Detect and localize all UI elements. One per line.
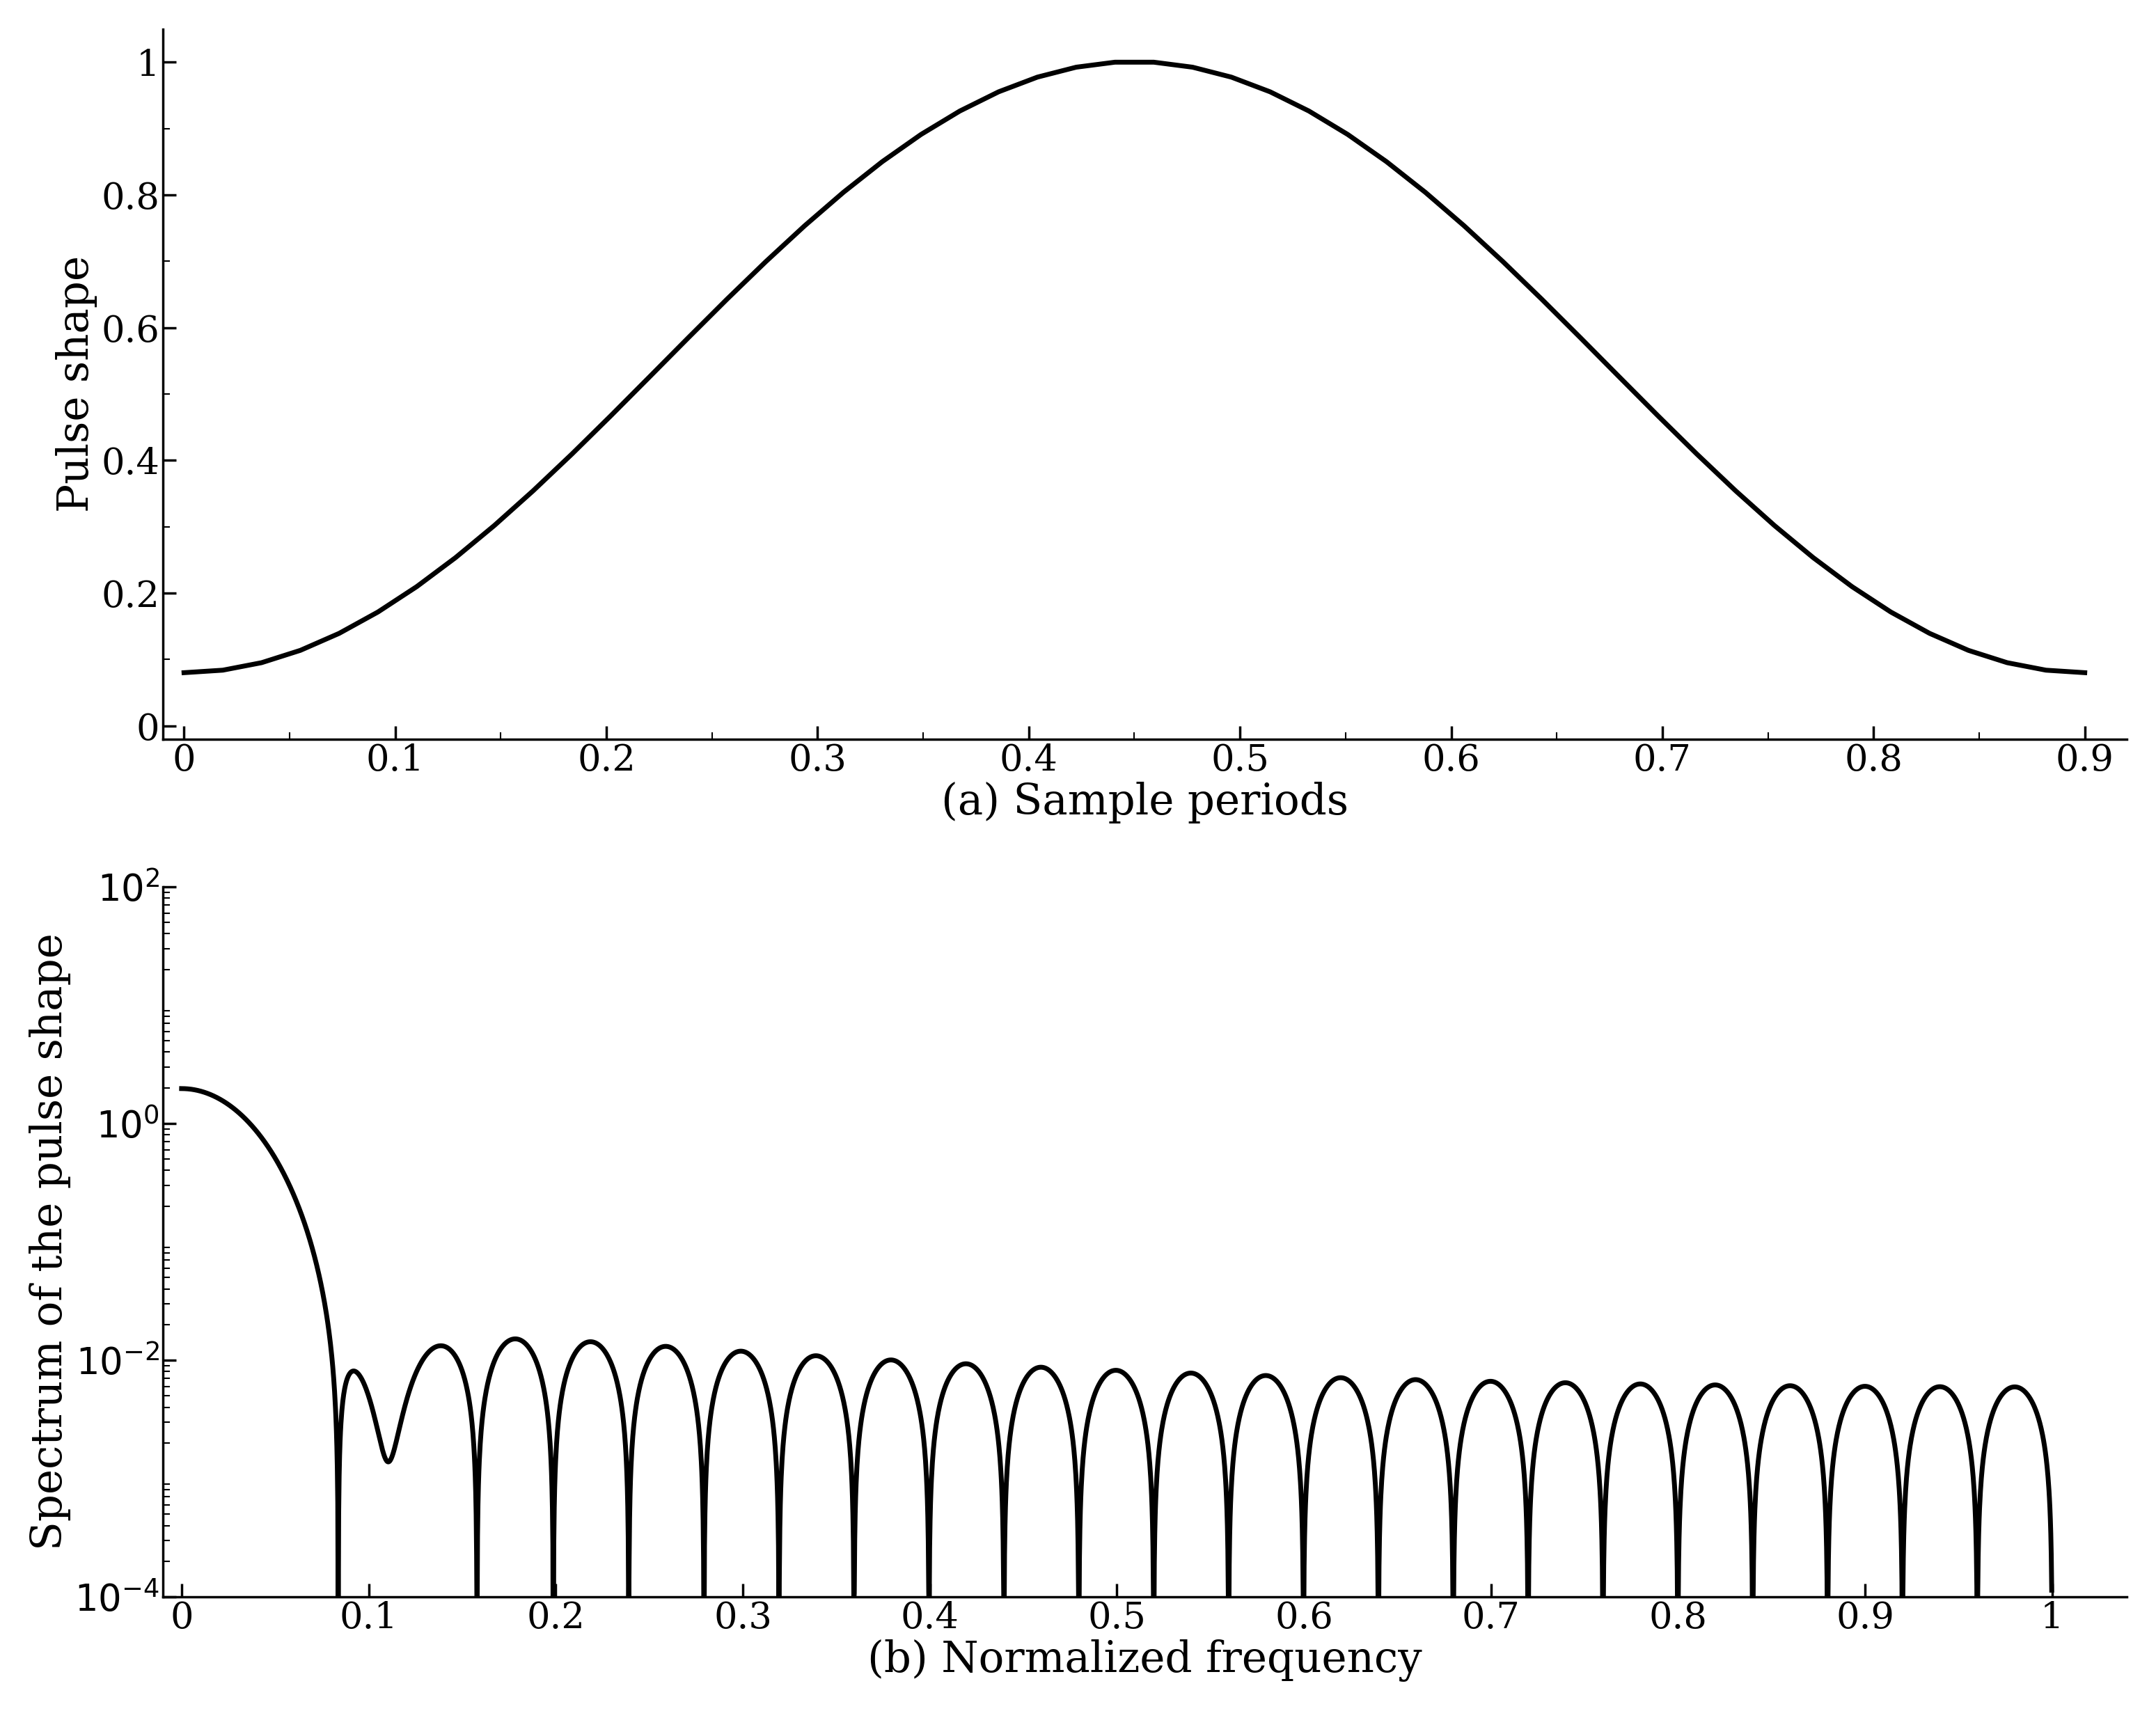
Y-axis label: Spectrum of the pulse shape: Spectrum of the pulse shape	[28, 932, 71, 1550]
Y-axis label: Pulse shape: Pulse shape	[56, 255, 97, 513]
X-axis label: (b) Normalized frequency: (b) Normalized frequency	[867, 1639, 1423, 1682]
X-axis label: (a) Sample periods: (a) Sample periods	[942, 782, 1350, 823]
